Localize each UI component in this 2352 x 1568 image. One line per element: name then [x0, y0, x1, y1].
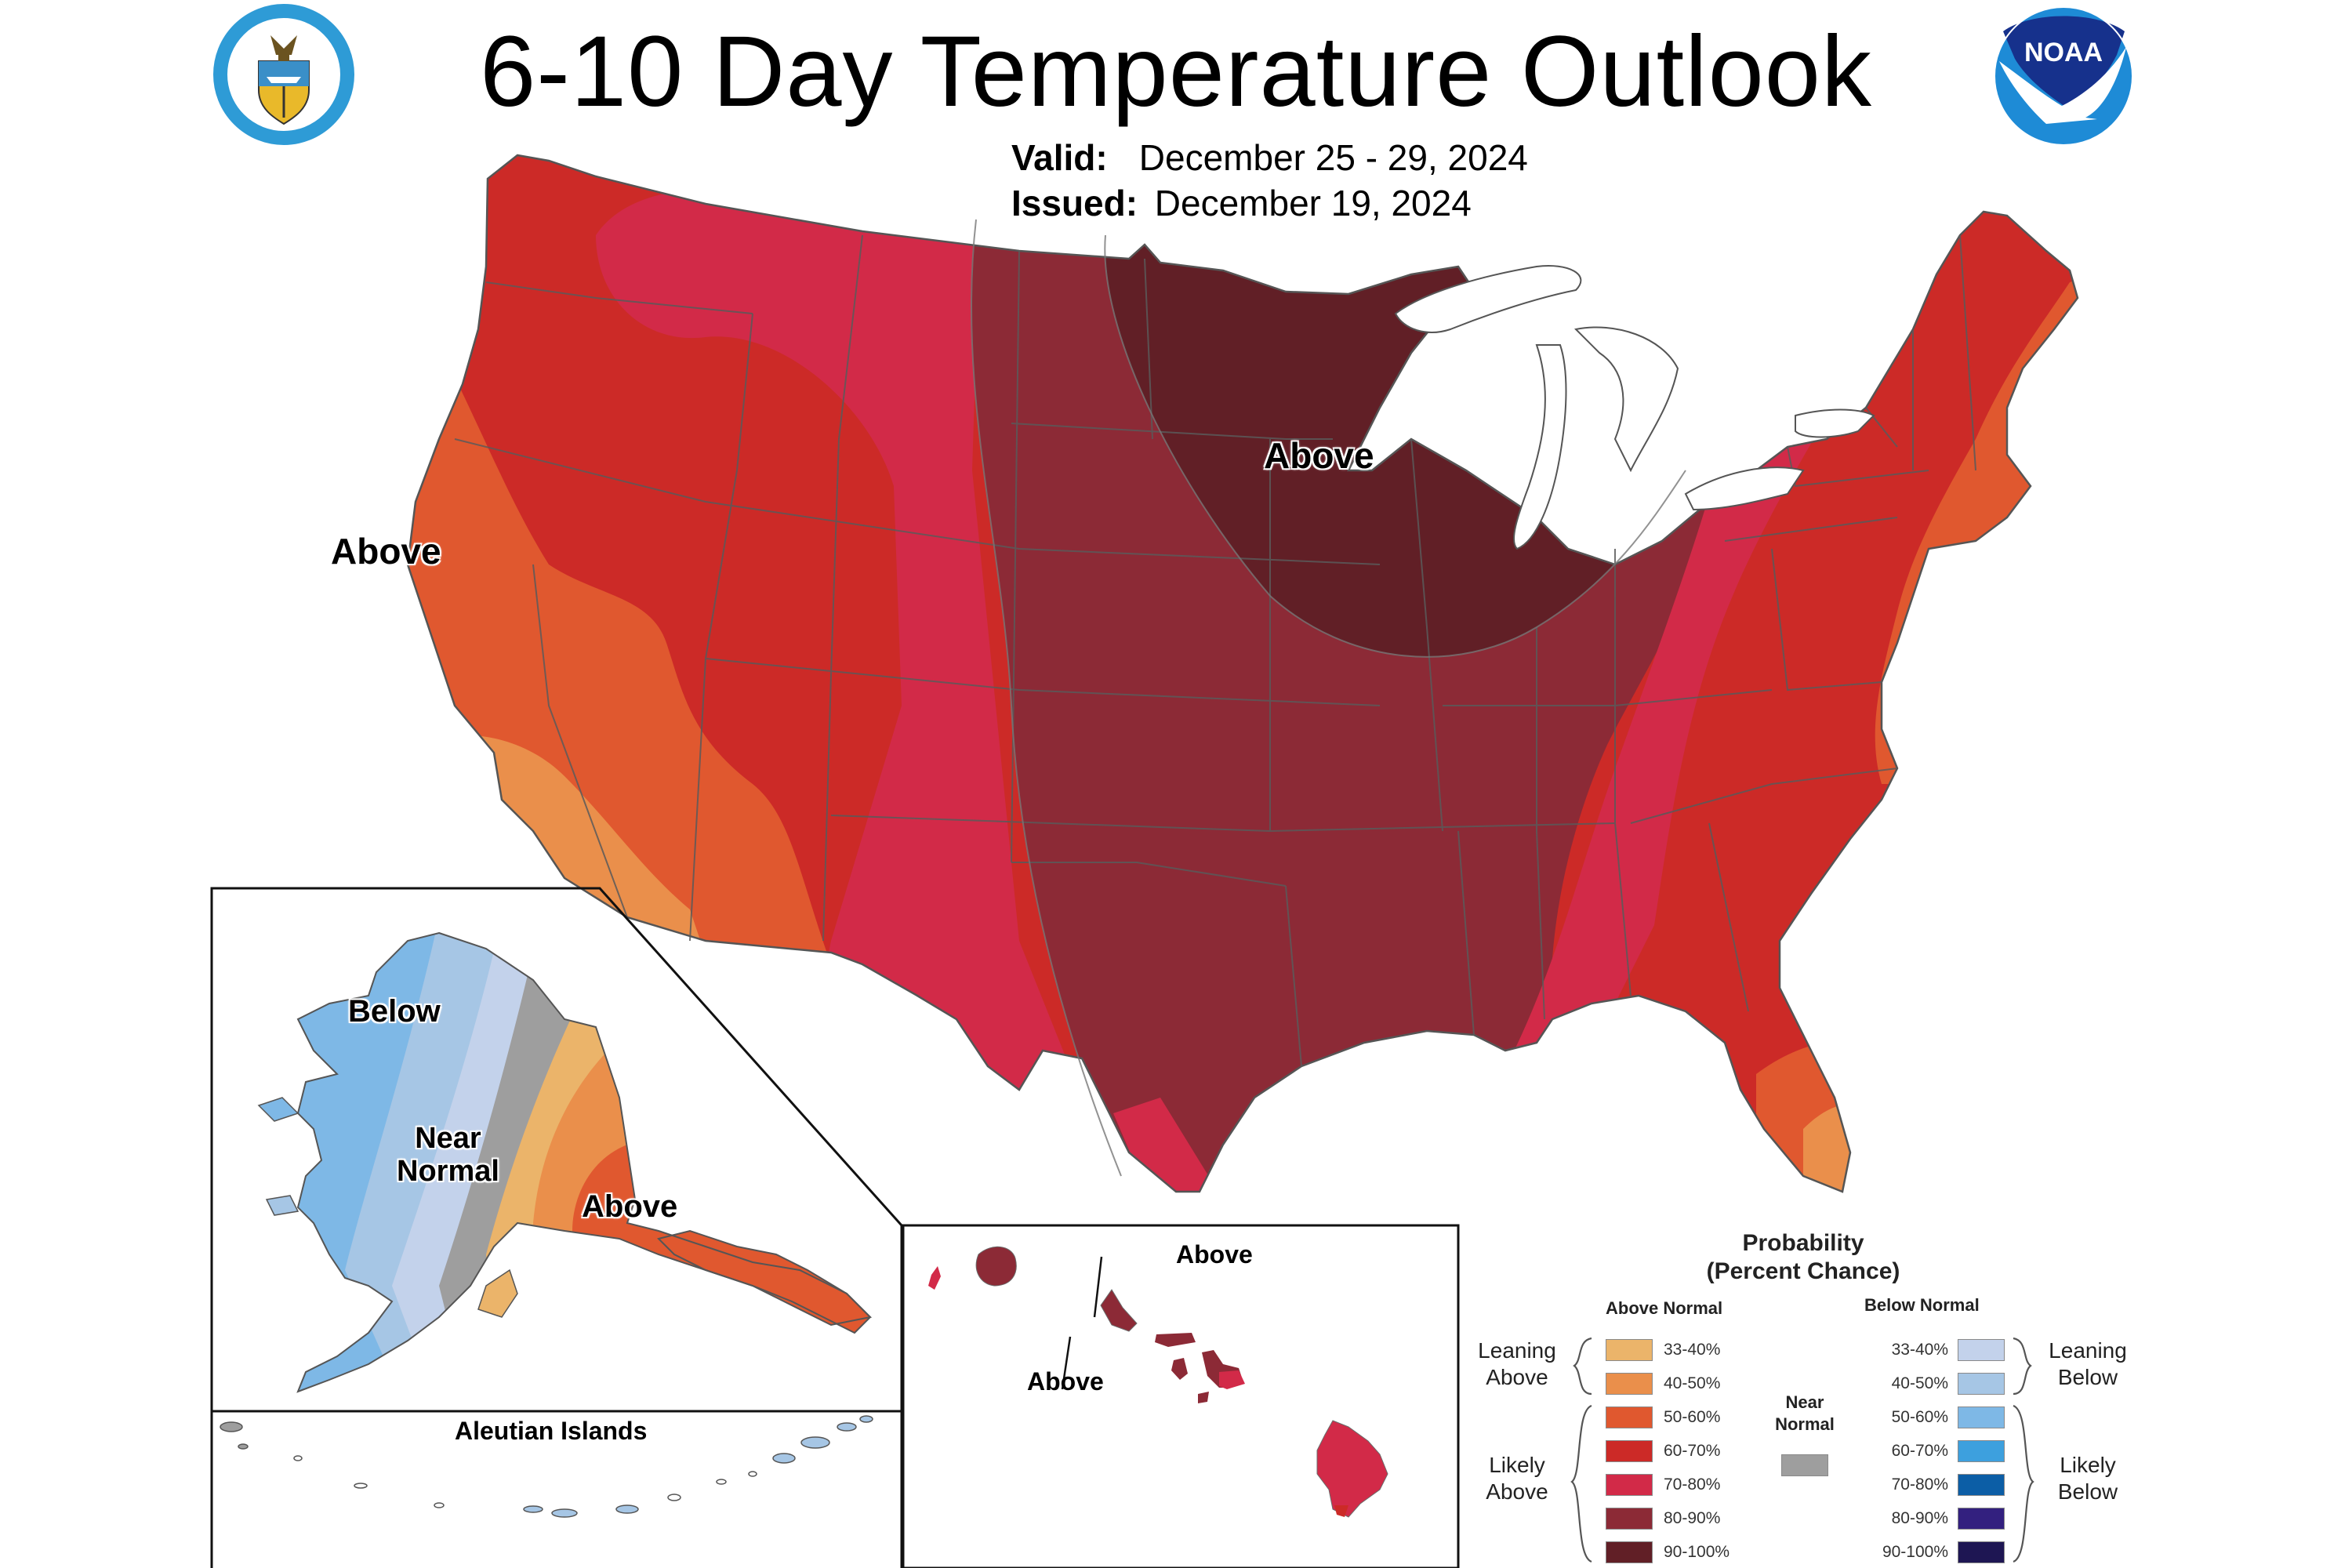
conus-map — [408, 155, 2078, 1192]
legend-title-line1: Probability — [1742, 1230, 1864, 1256]
noaa-logo-icon — [1994, 6, 2133, 146]
legend-range-above: 40-50% — [1664, 1374, 1721, 1392]
legend-range-below: 40-50% — [1891, 1374, 1948, 1392]
legend-likely-above: Likely Above — [1466, 1452, 1568, 1505]
page-title: 6-10 Day Temperature Outlook — [480, 16, 1872, 128]
legend-title: Probability (Percent Chance) — [1701, 1229, 1905, 1286]
noaa-logo-text: NOAA — [2024, 38, 2103, 67]
alaska-near-line2: Normal — [397, 1154, 499, 1188]
near-normal-line1: Near — [1785, 1392, 1824, 1412]
alaska-near-normal-label: Near Normal — [397, 1122, 499, 1189]
legend-near-normal: Near Normal — [1766, 1392, 1844, 1436]
legend-swatch-below-6 — [1958, 1541, 2005, 1563]
likely-below-line2: Below — [2057, 1479, 2118, 1504]
legend-range-below: 80-90% — [1891, 1509, 1948, 1527]
hawaii-above-top-label: Above — [1176, 1240, 1253, 1269]
legend-range-above: 50-60% — [1664, 1408, 1721, 1426]
legend-swatch-above-3 — [1606, 1440, 1653, 1462]
legend-range-above: 80-90% — [1664, 1509, 1721, 1527]
legend-range-above: 90-100% — [1664, 1543, 1730, 1561]
legend-swatch-below-0 — [1958, 1339, 2005, 1361]
alaska-above-label: Above — [582, 1189, 678, 1224]
legend-swatch-below-3 — [1958, 1440, 2005, 1462]
legend-swatch-below-4 — [1958, 1474, 2005, 1496]
legend-range-below: 60-70% — [1891, 1442, 1948, 1460]
legend-swatch-above-0 — [1606, 1339, 1653, 1361]
legend-swatch-above-2 — [1606, 1406, 1653, 1428]
legend-swatch-below-5 — [1958, 1508, 2005, 1530]
issued-value: December 19, 2024 — [1154, 183, 1472, 223]
issued-row: Issued: December 19, 2024 — [1011, 180, 1528, 226]
date-block: Valid: December 25 - 29, 2024 Issued: De… — [1011, 135, 1528, 226]
legend-range-above: 33-40% — [1664, 1341, 1721, 1359]
leaning-above-line2: Above — [1486, 1365, 1548, 1389]
hawaii-above-bottom-label: Above — [1027, 1367, 1104, 1396]
legend-title-line2: (Percent Chance) — [1706, 1258, 1900, 1284]
legend-swatch-above-4 — [1606, 1474, 1653, 1496]
alaska-inset — [210, 887, 903, 1568]
alaska-below-label: Below — [348, 994, 441, 1029]
leaning-below-line2: Below — [2057, 1365, 2118, 1389]
legend-swatch-near-normal — [1781, 1454, 1828, 1476]
issued-label: Issued: — [1011, 183, 1138, 223]
legend-range-below: 70-80% — [1891, 1475, 1948, 1494]
valid-value: December 25 - 29, 2024 — [1138, 137, 1528, 178]
legend-swatch-below-1 — [1958, 1373, 2005, 1395]
likely-below-line1: Likely — [2060, 1453, 2116, 1477]
legend-range-below: 50-60% — [1891, 1408, 1948, 1426]
legend-range-below: 90-100% — [1882, 1543, 1948, 1561]
legend-leaning-below: Leaning Below — [2037, 1338, 2139, 1391]
state-boundaries — [406, 154, 2079, 1193]
legend-swatch-below-2 — [1958, 1406, 2005, 1428]
near-normal-line2: Normal — [1775, 1414, 1835, 1434]
legend-likely-below: Likely Below — [2037, 1452, 2139, 1505]
likely-above-line1: Likely — [1489, 1453, 1545, 1477]
legend-leaning-above: Leaning Above — [1466, 1338, 1568, 1391]
likely-above-line2: Above — [1486, 1479, 1548, 1504]
department-of-commerce-seal-icon — [213, 4, 354, 145]
legend-swatch-above-6 — [1606, 1541, 1653, 1563]
legend-range-below: 33-40% — [1891, 1341, 1948, 1359]
legend-range-above: 60-70% — [1664, 1442, 1721, 1460]
valid-row: Valid: December 25 - 29, 2024 — [1011, 135, 1528, 180]
conus-west-label: Above — [331, 531, 441, 572]
great-lakes — [1394, 265, 1875, 550]
legend-graphics — [1570, 1337, 2034, 1563]
hawaii-inset — [902, 1224, 1460, 1568]
legend-below-header: Below Normal — [1864, 1295, 1980, 1315]
legend-swatch-above-5 — [1606, 1508, 1653, 1530]
leaning-below-line1: Leaning — [2049, 1338, 2127, 1363]
aleutian-islands-title: Aleutian Islands — [455, 1417, 648, 1445]
legend-range-above: 70-80% — [1664, 1475, 1721, 1494]
legend-swatch-above-1 — [1606, 1373, 1653, 1395]
leaning-above-line1: Leaning — [1478, 1338, 1556, 1363]
legend-above-header: Above Normal — [1606, 1298, 1723, 1318]
valid-label: Valid: — [1011, 137, 1108, 178]
conus-central-label: Above — [1264, 435, 1374, 476]
alaska-near-line1: Near — [415, 1122, 481, 1155]
